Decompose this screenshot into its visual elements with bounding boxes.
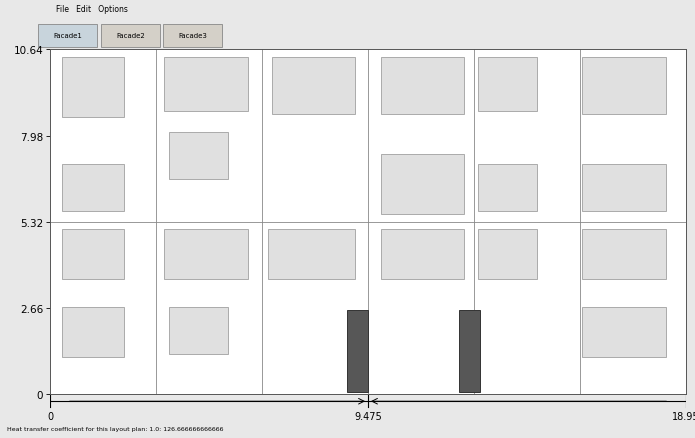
Text: Facade1: Facade1 xyxy=(54,33,82,39)
Bar xyxy=(582,58,666,115)
Bar xyxy=(62,230,124,279)
Bar xyxy=(164,230,248,279)
Text: File   Edit   Options: File Edit Options xyxy=(56,5,127,14)
Text: 9.475: 9.475 xyxy=(354,411,382,420)
Text: 18.95: 18.95 xyxy=(672,411,695,420)
Bar xyxy=(272,58,355,115)
Text: 0: 0 xyxy=(47,411,53,420)
Bar xyxy=(381,230,464,279)
Bar xyxy=(582,307,666,357)
Bar xyxy=(62,165,124,212)
Bar xyxy=(38,25,97,48)
Bar xyxy=(268,230,355,279)
Bar xyxy=(478,58,537,111)
Bar xyxy=(582,230,666,279)
Bar xyxy=(169,307,228,354)
Bar xyxy=(459,310,480,392)
Bar xyxy=(582,165,666,212)
Bar xyxy=(169,132,228,179)
Bar xyxy=(347,310,368,392)
Bar xyxy=(163,25,222,48)
Bar xyxy=(164,58,248,111)
Bar xyxy=(101,25,160,48)
Text: Facade3: Facade3 xyxy=(179,33,207,39)
Bar xyxy=(478,230,537,279)
Bar xyxy=(381,155,464,215)
Bar xyxy=(62,307,124,357)
Text: Facade2: Facade2 xyxy=(116,33,145,39)
Text: Heat transfer coefficient for this layout plan: 1.0: 126.666666666666: Heat transfer coefficient for this layou… xyxy=(7,426,224,431)
Bar xyxy=(478,165,537,212)
Bar xyxy=(62,58,124,118)
Bar xyxy=(381,58,464,115)
